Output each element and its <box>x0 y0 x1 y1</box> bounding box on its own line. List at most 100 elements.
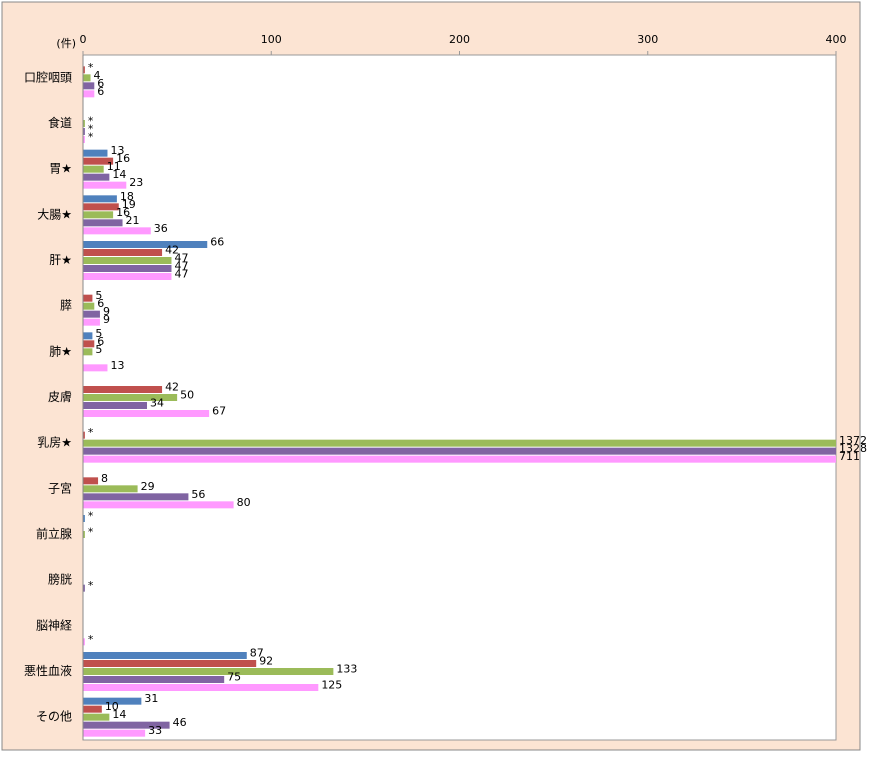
value-label: 87 <box>250 647 264 660</box>
bar <box>83 294 93 302</box>
value-label: 10 <box>105 700 119 713</box>
axis-unit: (件) <box>56 37 76 50</box>
bar <box>83 713 110 721</box>
bar <box>83 431 85 439</box>
bar <box>83 394 178 401</box>
bar <box>83 697 142 705</box>
value-label: 47 <box>174 260 188 273</box>
value-label: 125 <box>321 679 342 692</box>
value-label: 92 <box>259 655 273 668</box>
value-label: 6 <box>97 85 104 98</box>
bar <box>83 273 172 280</box>
bar <box>83 493 189 501</box>
value-label: 133 <box>336 663 357 676</box>
bar <box>83 668 334 675</box>
category-label: 口腔咽頭 <box>24 69 72 84</box>
value-label: * <box>88 131 94 144</box>
value-label: * <box>88 123 94 136</box>
value-label: 80 <box>237 496 251 509</box>
value-label: * <box>88 579 94 592</box>
bar <box>83 410 210 417</box>
bar <box>83 165 104 173</box>
category-label: 大腸★ <box>37 207 72 221</box>
bar <box>83 120 85 127</box>
value-label: 34 <box>150 397 164 410</box>
value-label: 8 <box>101 472 108 485</box>
value-label: 14 <box>112 708 126 721</box>
value-label: 1372 <box>839 434 867 447</box>
category-label: 皮膚 <box>48 389 72 404</box>
value-label: 50 <box>180 389 194 402</box>
value-label: 47 <box>174 268 188 281</box>
bar <box>83 136 85 143</box>
value-label: 29 <box>141 480 155 493</box>
bar <box>83 477 99 485</box>
value-label: * <box>88 426 94 439</box>
bar <box>83 485 138 493</box>
bar <box>83 721 170 729</box>
value-label: 36 <box>154 222 168 235</box>
category-label: その他 <box>36 710 72 724</box>
bar <box>83 74 91 82</box>
bar <box>83 455 836 463</box>
value-label: 19 <box>122 198 136 211</box>
bar <box>83 531 85 538</box>
bar <box>83 652 247 659</box>
value-label: 67 <box>212 405 226 418</box>
value-label: 16 <box>116 152 130 165</box>
x-tick-label: 200 <box>449 33 470 46</box>
bar <box>83 195 117 203</box>
value-label: 5 <box>95 289 102 302</box>
value-label: 11 <box>107 160 121 173</box>
value-label: * <box>88 510 94 523</box>
bar <box>83 332 93 340</box>
bar <box>83 241 208 248</box>
bar <box>83 257 172 264</box>
value-label: 66 <box>210 236 224 249</box>
bar <box>83 265 172 272</box>
category-label: 食道 <box>48 115 72 130</box>
x-tick-label: 400 <box>826 33 847 46</box>
plot-area <box>82 54 837 741</box>
category-label: 肺★ <box>49 344 72 358</box>
value-label: 6 <box>97 335 104 348</box>
bar <box>83 249 163 256</box>
value-label: 9 <box>103 313 110 326</box>
value-label: 21 <box>126 214 140 227</box>
bar <box>83 219 123 227</box>
value-label: * <box>88 115 94 128</box>
value-label: 16 <box>116 206 130 219</box>
value-label: 6 <box>97 77 104 90</box>
x-tick-label: 100 <box>261 33 282 46</box>
category-label: 脳神経 <box>36 618 72 632</box>
value-label: 42 <box>165 381 179 394</box>
value-label: 5 <box>95 327 102 340</box>
value-label: 31 <box>144 692 158 705</box>
bar <box>83 310 100 318</box>
value-label: 13 <box>110 359 124 372</box>
bar <box>83 227 151 235</box>
value-label: 4 <box>94 69 101 82</box>
value-label: 23 <box>129 176 143 189</box>
value-label: 46 <box>173 716 187 729</box>
bar <box>83 684 319 691</box>
bar <box>83 729 146 737</box>
bar <box>83 402 148 409</box>
value-label: 42 <box>165 244 179 257</box>
bar <box>83 157 114 165</box>
value-label: 14 <box>112 168 126 181</box>
bar <box>83 173 110 181</box>
value-label: 56 <box>191 488 205 501</box>
bar <box>83 340 95 348</box>
bar <box>83 584 85 592</box>
bar <box>83 90 95 98</box>
bar <box>83 149 108 157</box>
bar <box>83 82 95 90</box>
bar <box>83 676 225 683</box>
value-label: * <box>88 526 94 539</box>
x-tick-label: 300 <box>637 33 658 46</box>
value-label: 1328 <box>839 442 867 455</box>
category-label: 乳房★ <box>37 435 72 450</box>
bar <box>83 439 836 447</box>
